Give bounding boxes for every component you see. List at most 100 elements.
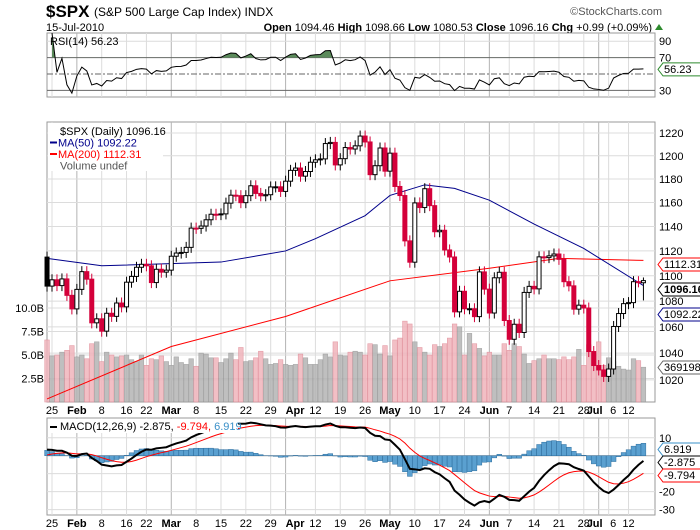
price-panel: 1220 1200 1180 1160 1140 1120 1100 1080 1060 1040… (15, 121, 700, 417)
macd-histogram-bar (417, 455, 423, 471)
macd-histogram-bar (357, 455, 363, 457)
candle-body (64, 278, 70, 296)
volume-bar (486, 351, 492, 403)
volume-bar (397, 337, 403, 403)
candle-body (606, 368, 612, 377)
macd-histogram-bar (248, 451, 254, 456)
volume-bar (99, 361, 105, 403)
candle-body (158, 268, 164, 273)
candle-body (74, 288, 80, 310)
macd-histogram-bar (486, 455, 493, 463)
volume-bar (138, 354, 145, 403)
candle-body (452, 256, 458, 313)
volume-bar (69, 345, 75, 403)
volume-bar (407, 323, 413, 403)
candle-body (357, 135, 363, 147)
macd-histogram-bar (208, 447, 214, 456)
volume-bar (471, 343, 478, 403)
chg-value: +0.99 (+0.09%) (576, 22, 652, 34)
macd-histogram-bar (188, 448, 194, 456)
macd-histogram-bar (377, 455, 383, 462)
ma200-value-tag: 1112.31 (664, 259, 700, 271)
volume-value-tag: 3691981 (664, 362, 700, 374)
volume-bar (223, 358, 229, 403)
price-tick-label: 1220 (659, 128, 683, 140)
volume-bar (551, 358, 557, 403)
volume-bar (312, 364, 319, 403)
open-value: 1094.46 (295, 22, 335, 34)
macd-histogram-bar (526, 450, 532, 456)
volume-bar (461, 354, 468, 403)
candle-body (546, 255, 552, 259)
volume-bar (228, 352, 234, 403)
candle-body (168, 255, 174, 271)
macd-histogram-bar (337, 455, 343, 458)
candle-body (193, 227, 199, 230)
volume-bar (412, 341, 418, 403)
macd-histogram-bar (347, 455, 353, 458)
volume-tick-label: 7.5B (21, 327, 44, 339)
macd-histogram-bar (193, 447, 199, 456)
candle-body (447, 249, 453, 258)
x-tick-label: 21 (553, 405, 565, 417)
candle-body (422, 188, 428, 209)
macd-legend-part: -9.794, (177, 421, 214, 433)
x-tick-label: 12 (622, 405, 634, 417)
macd-histogram-bar (372, 455, 378, 462)
candle-body (576, 304, 582, 310)
price-tick-label: 1160 (659, 198, 683, 210)
candle-body (312, 159, 318, 163)
close-label: Close (476, 22, 506, 34)
macd-line (46, 421, 645, 507)
volume-bar (193, 365, 199, 403)
volume-tick-label: 2.5B (21, 374, 44, 386)
candle-body (457, 290, 463, 313)
ma50-value-tag-box (657, 307, 700, 322)
x-tick-label: 22 (140, 518, 152, 530)
x-tick-label: 16 (120, 405, 132, 417)
macd-histogram-bar (516, 455, 522, 459)
volume-bar (84, 358, 90, 403)
candle-body (536, 256, 542, 290)
macd-histogram-bar (282, 455, 289, 458)
rsi-value-tag: 56.23 (664, 64, 692, 76)
volume-bar (282, 364, 289, 403)
volume-bar (278, 359, 284, 403)
macd-histogram-bar (213, 448, 219, 456)
ma50-value-tag: 1092.22 (664, 309, 700, 321)
volume-bar (104, 351, 110, 403)
macd-histogram-bar (466, 455, 473, 472)
x-tick-label: 8 (193, 518, 199, 530)
x-tick-label: Mar (161, 405, 181, 417)
volume-bar (253, 357, 259, 403)
volume-bar (183, 364, 189, 403)
volume-bar (238, 347, 244, 403)
high-label: High (338, 22, 363, 34)
volume-bar (248, 360, 254, 403)
candle-body (392, 152, 398, 187)
volume-bar (536, 358, 542, 403)
candle-body (621, 303, 627, 315)
volume-bar (292, 364, 299, 403)
macd-histogram-bar (596, 455, 602, 467)
candle-body (243, 195, 249, 204)
candle-body (541, 256, 547, 259)
volume-bar (635, 360, 642, 403)
macd-histogram-bar (640, 443, 647, 456)
macd-histogram-bar (476, 455, 483, 466)
volume-bar (501, 343, 507, 403)
macd-histogram-bar (59, 453, 65, 456)
macd-histogram-bar (481, 455, 488, 463)
candle-body (476, 271, 482, 318)
x-tick-label: 26 (359, 518, 371, 530)
candle-body (228, 194, 234, 204)
macd-histogram-bar (506, 455, 512, 459)
candle-body (148, 265, 154, 284)
candle-body (124, 281, 130, 308)
macd-hist-tag-box (657, 442, 700, 457)
macd-histogram-bar (635, 443, 642, 456)
macd-histogram-bar (451, 455, 458, 472)
candle-body (586, 307, 592, 353)
volume-bar (571, 356, 577, 403)
volume-bar (491, 354, 497, 403)
